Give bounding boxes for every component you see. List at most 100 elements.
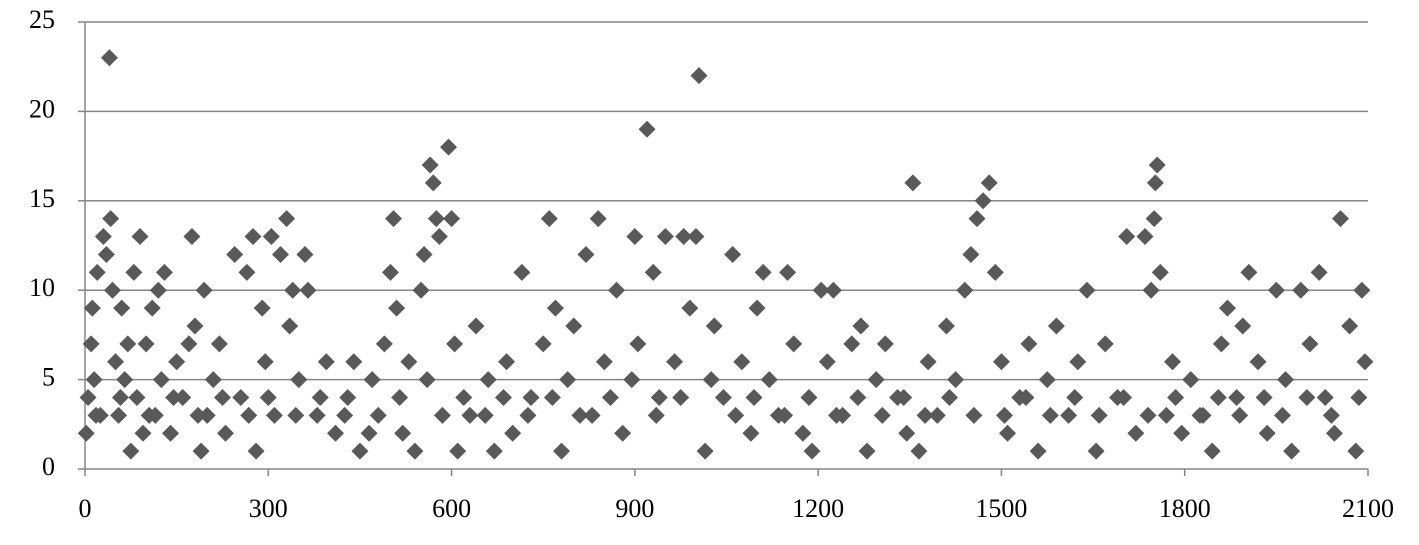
point bbox=[1310, 263, 1328, 281]
point bbox=[702, 371, 720, 389]
point bbox=[88, 263, 106, 281]
point bbox=[381, 263, 399, 281]
point bbox=[495, 388, 513, 406]
x-tick-label: 1500 bbox=[975, 494, 1027, 523]
point bbox=[192, 442, 210, 460]
point bbox=[650, 388, 668, 406]
point bbox=[995, 406, 1013, 424]
point bbox=[800, 388, 818, 406]
point bbox=[180, 335, 198, 353]
point bbox=[1209, 388, 1227, 406]
point bbox=[455, 388, 473, 406]
point bbox=[97, 245, 115, 263]
point bbox=[102, 210, 120, 228]
point bbox=[919, 353, 937, 371]
point bbox=[601, 388, 619, 406]
point bbox=[779, 263, 797, 281]
point bbox=[623, 371, 641, 389]
point bbox=[748, 299, 766, 317]
point bbox=[1029, 442, 1047, 460]
point bbox=[553, 442, 571, 460]
point bbox=[852, 317, 870, 335]
point bbox=[467, 317, 485, 335]
point bbox=[1017, 388, 1035, 406]
point bbox=[608, 281, 626, 299]
point bbox=[143, 299, 161, 317]
point bbox=[843, 335, 861, 353]
point bbox=[1231, 406, 1249, 424]
point bbox=[910, 442, 928, 460]
point bbox=[519, 406, 537, 424]
point bbox=[311, 388, 329, 406]
point bbox=[1038, 371, 1056, 389]
point bbox=[1136, 228, 1154, 246]
point bbox=[1078, 281, 1096, 299]
y-tick-label: 10 bbox=[29, 273, 55, 302]
point bbox=[928, 406, 946, 424]
point bbox=[812, 281, 830, 299]
point bbox=[345, 353, 363, 371]
point bbox=[440, 138, 458, 156]
point bbox=[1096, 335, 1114, 353]
point bbox=[504, 424, 522, 442]
point bbox=[733, 353, 751, 371]
point bbox=[226, 245, 244, 263]
point bbox=[1041, 406, 1059, 424]
point bbox=[244, 228, 262, 246]
y-tick-label: 25 bbox=[29, 5, 55, 34]
point bbox=[999, 424, 1017, 442]
point bbox=[369, 406, 387, 424]
point bbox=[415, 245, 433, 263]
point bbox=[1218, 299, 1236, 317]
point bbox=[418, 371, 436, 389]
point bbox=[849, 388, 867, 406]
point bbox=[210, 335, 228, 353]
point bbox=[421, 156, 439, 174]
point bbox=[937, 317, 955, 335]
point bbox=[446, 335, 464, 353]
point bbox=[122, 442, 140, 460]
point bbox=[162, 424, 180, 442]
point bbox=[284, 281, 302, 299]
point bbox=[430, 228, 448, 246]
point bbox=[265, 406, 283, 424]
point bbox=[125, 263, 143, 281]
point bbox=[232, 388, 250, 406]
point bbox=[82, 335, 100, 353]
point bbox=[485, 442, 503, 460]
point bbox=[1347, 442, 1365, 460]
point bbox=[412, 281, 430, 299]
point bbox=[1325, 424, 1343, 442]
point bbox=[1148, 156, 1166, 174]
point bbox=[705, 317, 723, 335]
point bbox=[140, 406, 158, 424]
point bbox=[149, 281, 167, 299]
point bbox=[745, 388, 763, 406]
point bbox=[134, 424, 152, 442]
point bbox=[1258, 424, 1276, 442]
point bbox=[1234, 317, 1252, 335]
point bbox=[1060, 406, 1078, 424]
point bbox=[1322, 406, 1340, 424]
point bbox=[873, 406, 891, 424]
point bbox=[1118, 228, 1136, 246]
point bbox=[87, 406, 105, 424]
y-tick-label: 0 bbox=[42, 452, 55, 481]
point bbox=[1255, 388, 1273, 406]
point bbox=[1240, 263, 1258, 281]
point bbox=[571, 406, 589, 424]
point bbox=[131, 228, 149, 246]
point bbox=[238, 263, 256, 281]
point bbox=[1069, 353, 1087, 371]
point bbox=[638, 120, 656, 138]
point bbox=[626, 228, 644, 246]
point bbox=[240, 406, 258, 424]
point bbox=[614, 424, 632, 442]
point bbox=[1087, 442, 1105, 460]
point bbox=[299, 281, 317, 299]
point bbox=[1157, 406, 1175, 424]
point bbox=[296, 245, 314, 263]
point bbox=[168, 353, 186, 371]
point bbox=[103, 281, 121, 299]
point bbox=[116, 371, 134, 389]
